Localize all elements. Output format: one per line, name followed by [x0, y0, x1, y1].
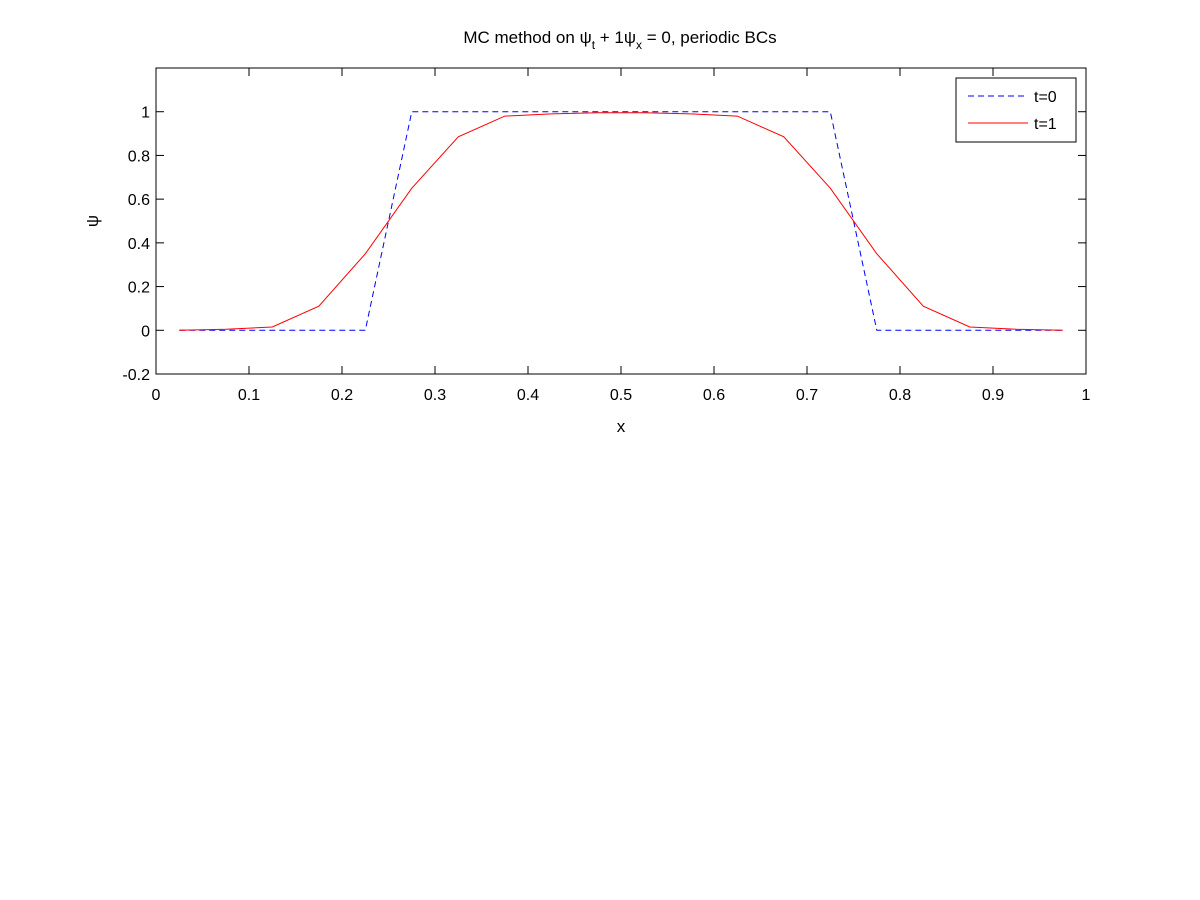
x-axis-label: x: [617, 417, 626, 436]
x-tick-label: 0.8: [889, 387, 911, 404]
x-tick-label: 0.5: [610, 387, 632, 404]
legend: t=0 t=1: [955, 77, 1077, 143]
legend-box: [955, 77, 1077, 143]
series-line-1: [179, 111, 1063, 331]
y-axis-label: ψ: [83, 215, 102, 227]
x-tick-label: 0.4: [517, 387, 539, 404]
y-tick-label: 0.6: [128, 192, 150, 209]
series-layer: [179, 111, 1063, 331]
series-line-2: [179, 112, 1063, 331]
y-tick-label: 1: [141, 105, 150, 122]
y-tick-label: -0.2: [122, 367, 150, 384]
x-tick-label: 0.6: [703, 387, 725, 404]
x-tick-label: 0.9: [982, 387, 1004, 404]
x-tick-label: 0.2: [331, 387, 353, 404]
y-tick-label: 0.8: [128, 148, 150, 165]
x-tick-label: 1: [1082, 387, 1091, 404]
y-tick-label: 0.4: [128, 236, 150, 253]
tick-marks: [155, 68, 1087, 375]
chart-title: MC method on ψt + 1ψx = 0, periodic BCs: [463, 28, 776, 52]
y-tick-label: 0.2: [128, 280, 150, 297]
tick-labels: 0 0.1 0.2 0.3 0.4 0.5 0.6 0.7 0.8 0.9 1-0.200.20.4…: [122, 105, 1090, 404]
x-tick-label: 0.1: [238, 387, 260, 404]
legend-label: t=1: [1034, 116, 1057, 133]
x-tick-label: 0.7: [796, 387, 818, 404]
legend-label: t=0: [1034, 89, 1057, 106]
plot-axes: 0 0.1 0.2 0.3 0.4 0.5 0.6 0.7 0.8 0.9 1-0.200.20.4…: [122, 67, 1091, 404]
x-tick-label: 0: [152, 387, 161, 404]
x-tick-label: 0.3: [424, 387, 446, 404]
y-tick-label: 0: [141, 323, 150, 340]
